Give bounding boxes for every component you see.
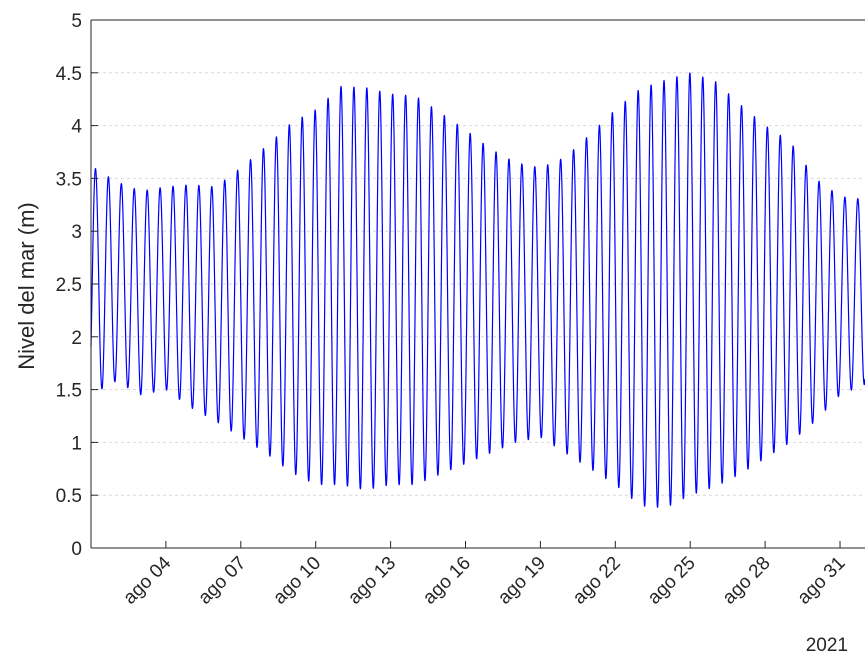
x-tick-label: ago 16 xyxy=(419,553,475,609)
y-axis-title: Nivel del mar (m) xyxy=(14,202,39,369)
x-tick-label: ago 22 xyxy=(569,553,625,609)
y-tick-label: 0 xyxy=(71,539,82,560)
x-tick-label: ago 25 xyxy=(644,553,700,609)
plot-layer xyxy=(90,72,865,508)
x-tick-label: ago 13 xyxy=(344,553,400,609)
y-tick-label: 4.5 xyxy=(56,64,82,85)
y-tick-label: 3 xyxy=(71,222,82,243)
y-tick-label: 0.5 xyxy=(56,486,82,507)
y-tick-label: 3.5 xyxy=(56,169,82,190)
x-tick-label: ago 04 xyxy=(119,552,175,608)
y-tick-label: 4 xyxy=(71,117,82,138)
x-tick-label: ago 10 xyxy=(269,553,325,609)
y-tick-label: 1.5 xyxy=(56,381,82,402)
x-axis-year-label: 2021 xyxy=(806,635,848,656)
y-tick-label: 5 xyxy=(71,11,82,32)
x-tick-label: ago 19 xyxy=(494,553,550,609)
y-tick-label: 2 xyxy=(71,328,82,349)
y-tick-label: 1 xyxy=(71,433,82,454)
x-tick-label: ago 07 xyxy=(194,553,250,609)
sea-level-series-line xyxy=(90,72,865,508)
x-tick-label: ago 28 xyxy=(719,553,775,609)
x-tick-label: ago 31 xyxy=(794,553,850,609)
y-tick-label: 2.5 xyxy=(56,275,82,296)
